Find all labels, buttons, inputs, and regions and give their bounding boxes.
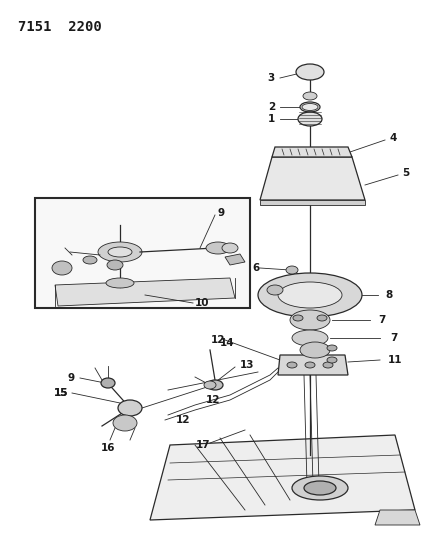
Text: 9: 9 (68, 373, 75, 383)
Ellipse shape (267, 285, 283, 295)
Ellipse shape (206, 242, 230, 254)
Text: 7: 7 (378, 315, 385, 325)
Polygon shape (278, 355, 348, 375)
Text: 6: 6 (253, 263, 260, 273)
Ellipse shape (317, 315, 327, 321)
Ellipse shape (293, 315, 303, 321)
Text: 4: 4 (390, 133, 397, 143)
Text: 8: 8 (385, 290, 392, 300)
Ellipse shape (83, 256, 97, 264)
Text: 7: 7 (390, 333, 397, 343)
Ellipse shape (300, 102, 320, 112)
Text: 13: 13 (240, 360, 255, 370)
Ellipse shape (296, 64, 324, 80)
Polygon shape (375, 510, 420, 525)
Ellipse shape (207, 380, 223, 390)
Ellipse shape (113, 415, 137, 431)
Ellipse shape (98, 242, 142, 262)
Text: 16: 16 (101, 443, 115, 453)
Ellipse shape (290, 310, 330, 330)
Polygon shape (272, 147, 352, 157)
Ellipse shape (300, 342, 330, 358)
Polygon shape (55, 278, 235, 306)
Ellipse shape (292, 330, 328, 346)
Text: 12: 12 (205, 395, 220, 405)
Text: 3: 3 (268, 73, 275, 83)
Text: 12: 12 (175, 415, 190, 425)
Ellipse shape (292, 476, 348, 500)
Text: 17: 17 (195, 440, 210, 450)
Ellipse shape (287, 362, 297, 368)
Ellipse shape (258, 273, 362, 317)
Text: 10: 10 (195, 298, 209, 308)
Text: 15: 15 (54, 388, 68, 398)
Ellipse shape (286, 266, 298, 274)
Polygon shape (150, 435, 415, 520)
Text: 9: 9 (218, 208, 225, 218)
Ellipse shape (106, 278, 134, 288)
Ellipse shape (52, 261, 72, 275)
Ellipse shape (298, 112, 322, 126)
Ellipse shape (305, 362, 315, 368)
Ellipse shape (278, 282, 342, 308)
Polygon shape (225, 254, 245, 265)
Text: 15: 15 (54, 388, 68, 398)
FancyBboxPatch shape (35, 198, 250, 308)
Text: 12: 12 (211, 335, 225, 345)
Text: 14: 14 (220, 338, 235, 348)
Ellipse shape (327, 345, 337, 351)
Ellipse shape (304, 481, 336, 495)
Ellipse shape (108, 247, 132, 257)
Ellipse shape (107, 260, 123, 270)
Text: 2: 2 (268, 102, 275, 112)
Polygon shape (260, 157, 365, 200)
Ellipse shape (101, 378, 115, 388)
Ellipse shape (323, 362, 333, 368)
Text: 1: 1 (268, 114, 275, 124)
Ellipse shape (327, 357, 337, 363)
Ellipse shape (303, 92, 317, 100)
Text: 5: 5 (402, 168, 409, 178)
Text: 11: 11 (388, 355, 402, 365)
Text: 7151  2200: 7151 2200 (18, 20, 102, 34)
Polygon shape (260, 200, 365, 205)
Ellipse shape (222, 243, 238, 253)
Ellipse shape (204, 381, 216, 389)
Ellipse shape (118, 400, 142, 416)
